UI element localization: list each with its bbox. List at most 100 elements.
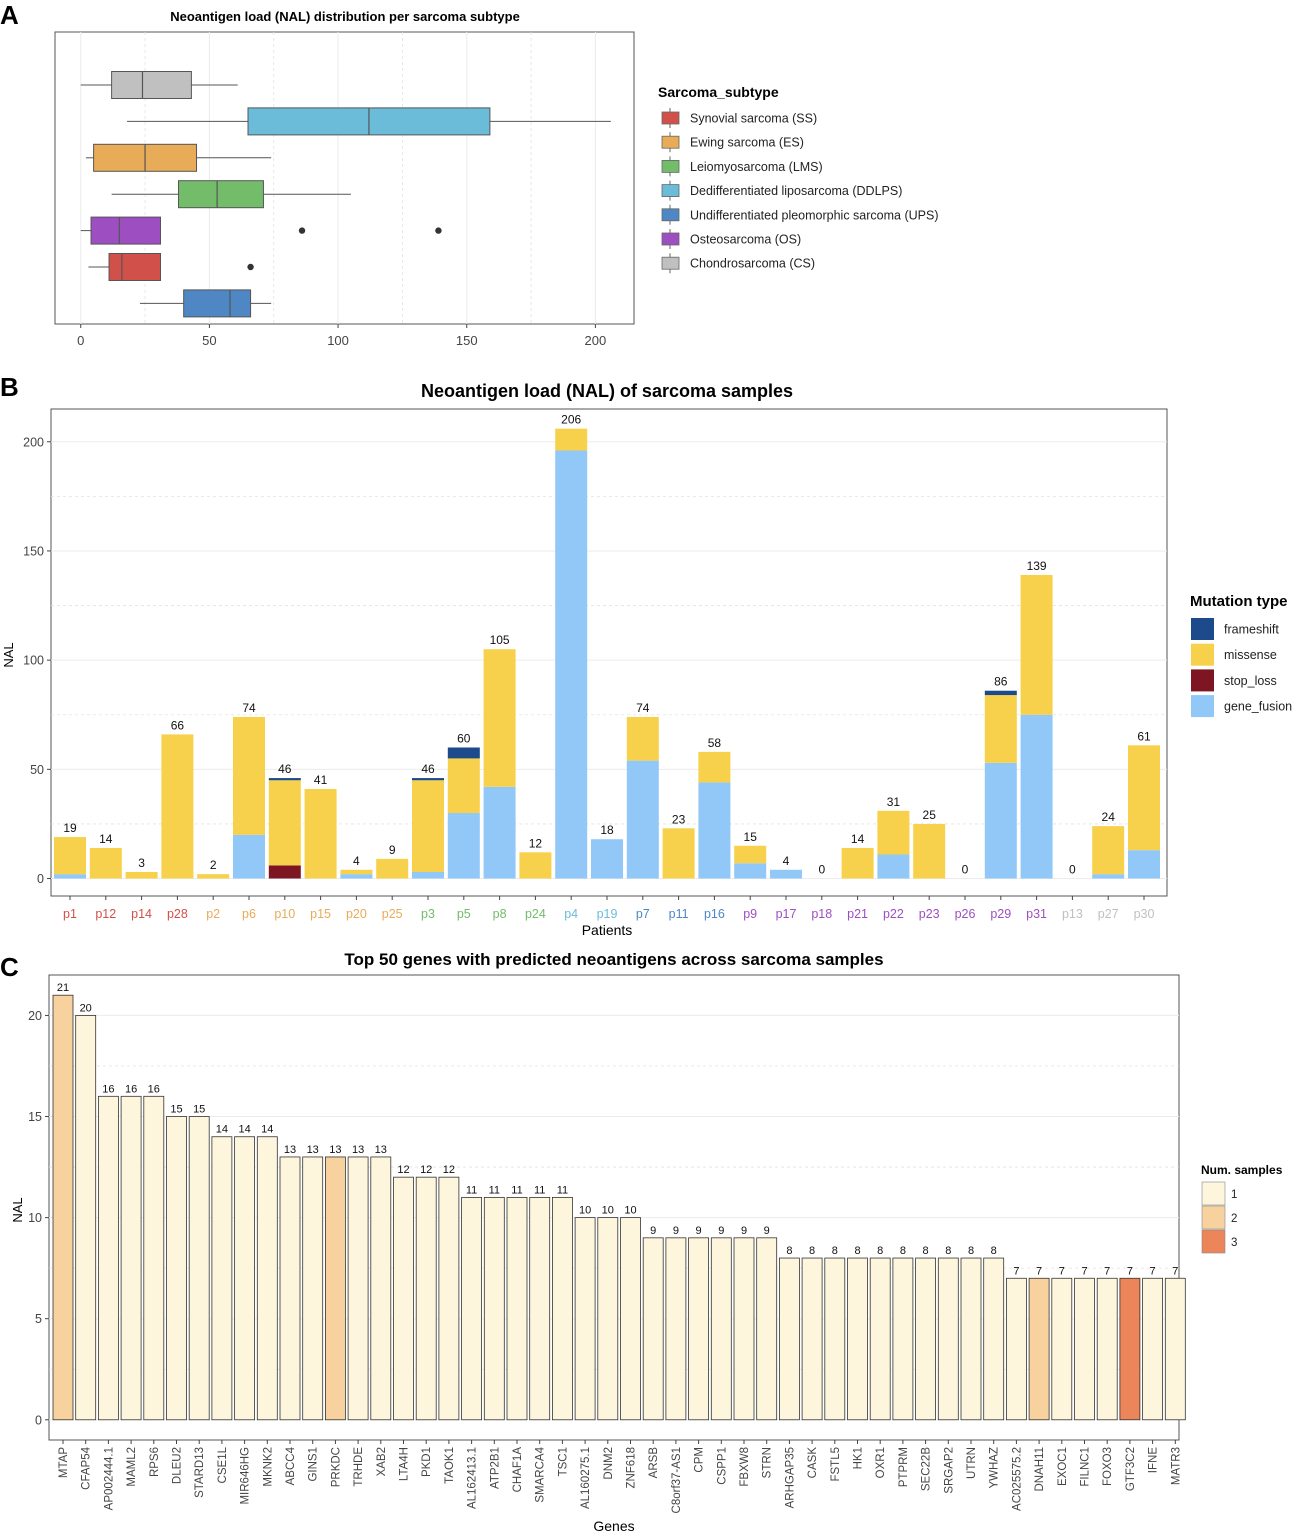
panel-b-stacked-bar: Neoantigen load (NAL) of sarcoma samples… [1, 381, 1292, 938]
panel-a-box [111, 71, 192, 99]
panel-b-total-label: 61 [1137, 729, 1151, 743]
panel-b-xlabel: Patients [582, 922, 633, 938]
panel-c-x-tick-label: MATR3 [1170, 1447, 1182, 1485]
panel-b-y-tick-label: 50 [30, 763, 44, 777]
panel-c-x-tick-label: OXR1 [875, 1447, 887, 1478]
panel-c-x-tick-label: DNAH11 [1034, 1447, 1046, 1492]
panel-c-bar [256, 1136, 278, 1421]
panel-b-total-label: 0 [818, 863, 825, 877]
panel-c-bar [779, 1257, 800, 1421]
panel-c-x-tick-label: TSC1 [557, 1447, 569, 1476]
panel-b-x-tick-label: p12 [95, 907, 116, 921]
panel-b-x-tick-label: p26 [955, 907, 976, 921]
panel-a-box [183, 289, 252, 318]
panel-a-box [178, 180, 264, 209]
panel-b-x-tick-label: p14 [131, 907, 152, 921]
panel-b-total-label: 74 [636, 701, 650, 715]
panel-c-bar [188, 1116, 210, 1421]
panel-b-bar-segment-frameshift [984, 690, 1017, 696]
panel-c-x-tick-label: GTF3C2 [1125, 1447, 1137, 1491]
panel-b-total-label: 31 [887, 795, 901, 809]
panel-c-title: Top 50 genes with predicted neoantigens … [344, 950, 883, 969]
panel-b-total-label: 19 [63, 821, 77, 835]
panel-b-total-label: 60 [457, 731, 471, 745]
panel-a-legend-label: Ewing sarcoma (ES) [690, 136, 804, 150]
panel-b-bar-segment-missense [984, 695, 1017, 763]
panel-b-bar-segment-missense [447, 758, 480, 814]
panel-b-bar-segment-missense [1020, 574, 1053, 715]
panel-b-legend-swatch [1191, 669, 1214, 692]
panel-b-legend-title: Mutation type [1190, 593, 1288, 610]
panel-c-value-label: 9 [764, 1225, 770, 1237]
panel-b-x-tick-label: p28 [167, 907, 188, 921]
panel-b-y-tick-label: 100 [23, 654, 44, 668]
panel-c-legend-swatch [1201, 1205, 1226, 1230]
panel-c-bar [529, 1196, 551, 1421]
panel-a-legend-label: Undifferentiated pleomorphic sarcoma (UP… [690, 208, 939, 222]
panel-c-y-tick-label: 10 [28, 1211, 42, 1225]
panel-c-bar [393, 1176, 414, 1421]
panel-a-boxplot: Neoantigen load (NAL) distribution per s… [54, 9, 939, 348]
panel-b-bar-segment-missense [877, 810, 910, 855]
panel-b-total-label: 41 [314, 773, 328, 787]
panel-c-value-label: 9 [650, 1225, 656, 1237]
panel-b-bar-segment-missense [89, 847, 122, 879]
panel-b-bar-segment-missense [626, 716, 659, 761]
panel-c-value-label: 14 [238, 1124, 250, 1136]
panel-b-x-tick-label: p31 [1026, 907, 1047, 921]
panel-a-x-tick-label: 100 [327, 333, 349, 348]
panel-c-x-tick-label: CSPP1 [716, 1447, 728, 1485]
panel-c-x-tick-label: ARSB [648, 1447, 660, 1479]
panel-b-bar-segment-missense [340, 869, 373, 875]
panel-b-legend-label: stop_loss [1224, 674, 1277, 688]
panel-b-total-label: 25 [923, 808, 937, 822]
panel-b-ylabel: NAL [1, 642, 16, 667]
panel-b-bar-segment-missense [161, 734, 194, 879]
panel-b-x-tick-label: p15 [310, 907, 331, 921]
panel-b-legend-label: frameshift [1224, 623, 1279, 637]
panel-c-x-tick-label: RPS6 [149, 1447, 161, 1477]
panel-c-x-tick-label: CASK [807, 1447, 819, 1479]
panel-b-bar-segment-frameshift [412, 778, 444, 781]
panel-b-bar-segment-gene_fusion [412, 871, 444, 879]
panel-b-bar-segment-gene_fusion [447, 813, 480, 879]
panel-c-value-label: 9 [718, 1225, 724, 1237]
panel-c-bar [937, 1257, 959, 1421]
panel-c-x-tick-label: GINS1 [308, 1447, 320, 1482]
panel-c-bar [960, 1257, 982, 1421]
panel-c-value-label: 13 [375, 1144, 387, 1156]
panel-c-value-label: 11 [466, 1184, 477, 1196]
panel-a-x-tick-label: 50 [202, 333, 216, 348]
panel-c-x-tick-label: LTA4H [399, 1447, 411, 1481]
panel-c-x-tick-label: TRHDE [353, 1447, 365, 1487]
panel-c-value-label: 12 [420, 1164, 432, 1176]
panel-b-bar-segment-gene_fusion [340, 874, 373, 879]
panel-b-total-label: 0 [962, 863, 969, 877]
panel-a-x-tick-label: 150 [456, 333, 478, 348]
panel-c-x-tick-label: ZNF618 [626, 1447, 638, 1489]
panel-b-bar-segment-missense [555, 428, 588, 451]
panel-c-bar [665, 1237, 687, 1421]
panel-c-value-label: 10 [579, 1205, 591, 1217]
panel-c-value-label: 10 [624, 1205, 636, 1217]
panel-c-value-label: 7 [1059, 1265, 1065, 1277]
panel-c-value-label: 16 [125, 1083, 137, 1095]
panel-b-bar-segment-gene_fusion [555, 450, 588, 879]
panel-a-legend-label: Chondrosarcoma (CS) [690, 257, 815, 271]
panel-c-y-tick-label: 15 [28, 1110, 42, 1124]
panel-c-value-label: 7 [1104, 1265, 1110, 1277]
panel-c-x-tick-label: ARHGAP35 [784, 1447, 796, 1508]
panel-c-value-label: 13 [329, 1144, 341, 1156]
panel-b-total-label: 14 [99, 832, 113, 846]
panel-b-x-tick-label: p5 [457, 907, 471, 921]
panel-b-bar-segment-gene_fusion [233, 834, 265, 879]
panel-c-value-label: 7 [1127, 1265, 1133, 1277]
panel-b-total-label: 46 [421, 762, 435, 776]
panel-c-bar [847, 1257, 868, 1421]
panel-b-bar-segment-missense [304, 788, 337, 879]
panel-b-x-tick-label: p9 [743, 907, 757, 921]
panel-c-bar [166, 1116, 187, 1421]
panel-c-value-label: 7 [1036, 1265, 1042, 1277]
panel-a-legend-title: Sarcoma_subtype [658, 84, 779, 100]
panel-c-value-label: 7 [1172, 1265, 1178, 1277]
